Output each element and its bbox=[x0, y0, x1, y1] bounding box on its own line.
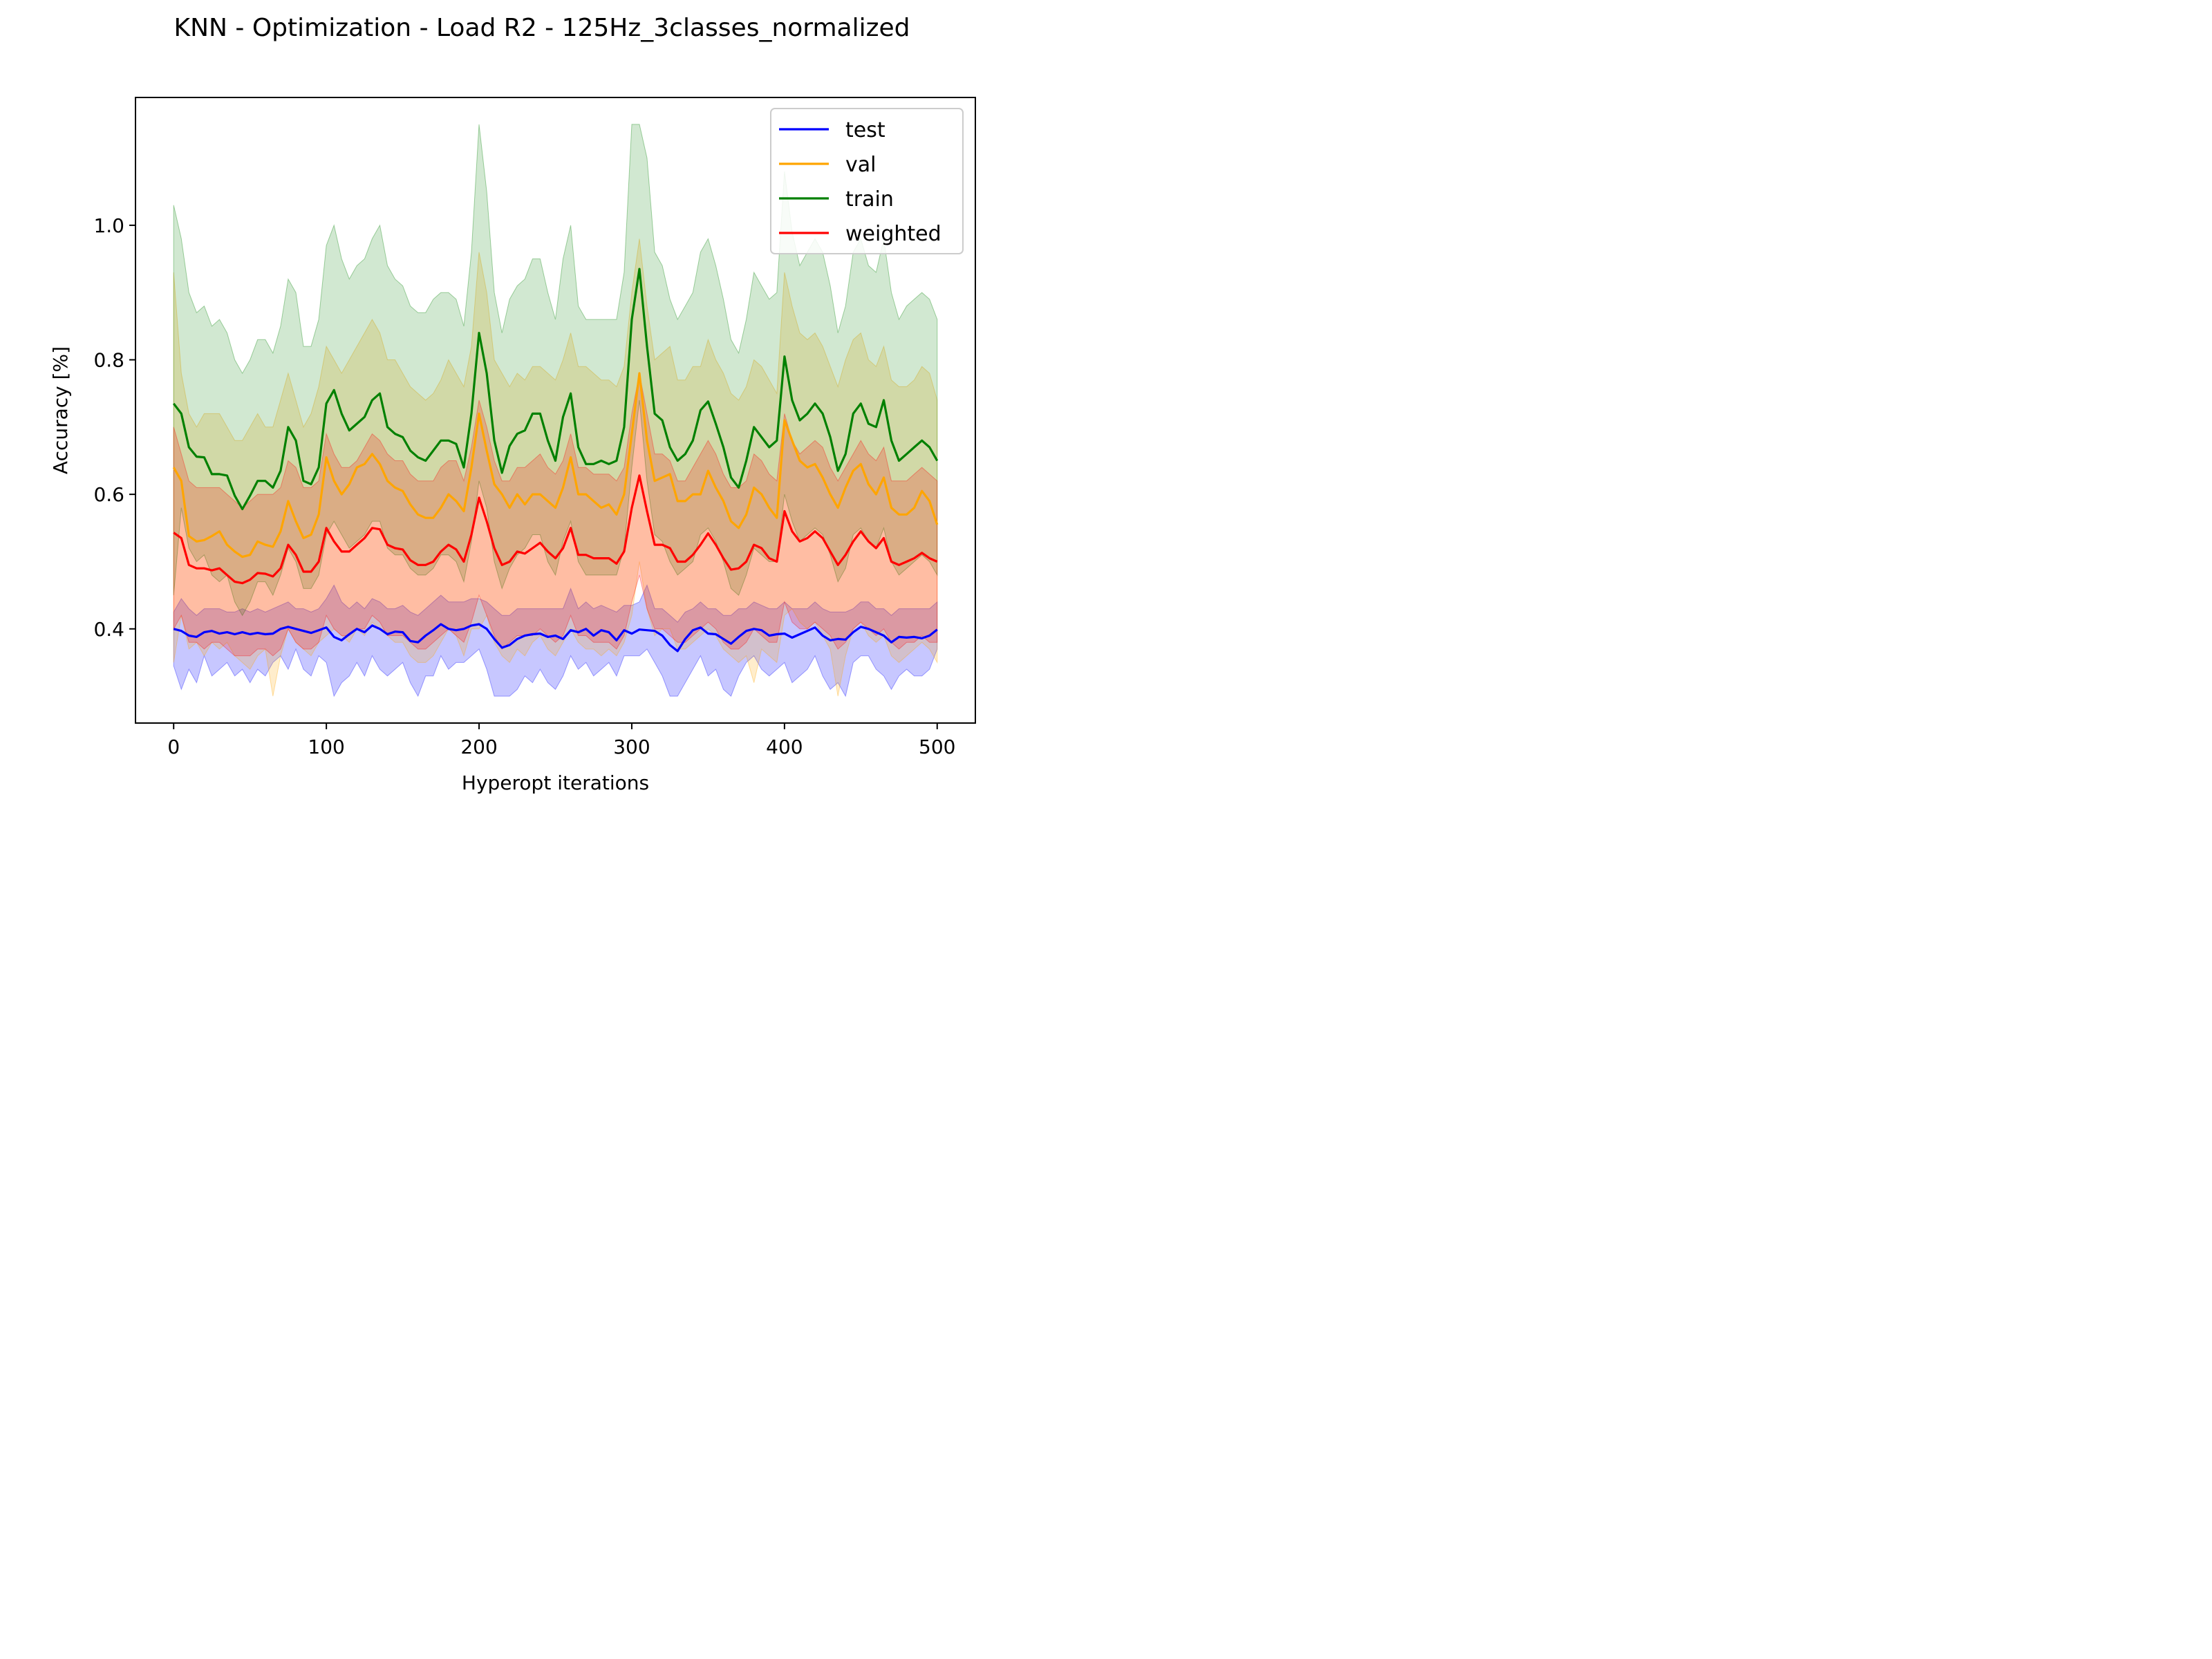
legend-label-weighted: weighted bbox=[845, 222, 941, 246]
band-val bbox=[173, 238, 938, 697]
y-tick-label: 1.0 bbox=[93, 214, 124, 237]
legend-box bbox=[770, 108, 964, 254]
legend: test val train weighted bbox=[770, 108, 964, 254]
series-line-weighted bbox=[173, 474, 938, 585]
series-line-test bbox=[173, 623, 938, 653]
y-tick-label: 0.4 bbox=[93, 618, 124, 641]
confidence-bands bbox=[173, 124, 938, 697]
y-tick-label: 0.6 bbox=[93, 483, 124, 506]
series-line-val bbox=[172, 372, 939, 559]
x-tick-label: 0 bbox=[167, 735, 180, 758]
x-tick-label: 400 bbox=[766, 735, 803, 758]
legend-label-test: test bbox=[845, 118, 885, 142]
x-axis-ticks: 0 100 200 300 400 500 bbox=[167, 723, 955, 758]
y-axis-ticks: 0.4 0.6 0.8 1.0 bbox=[93, 214, 135, 641]
x-axis-label: Hyperopt iterations bbox=[462, 771, 649, 794]
legend-label-val: val bbox=[845, 153, 876, 177]
series-line-train bbox=[172, 268, 939, 511]
chart-title: KNN - Optimization - Load R2 - 125Hz_3cl… bbox=[174, 14, 910, 42]
y-axis-label: Accuracy [%] bbox=[49, 346, 72, 474]
legend-label-train: train bbox=[845, 187, 894, 212]
band-weighted bbox=[173, 373, 938, 657]
x-tick-label: 200 bbox=[460, 735, 497, 758]
series-lines bbox=[172, 268, 939, 653]
plot-area-frame bbox=[135, 97, 976, 724]
band-train bbox=[173, 124, 938, 617]
chart-canvas: 0 100 200 300 400 500 0.4 0.6 0.8 1.0 Hyperopt i… bbox=[49, 97, 976, 794]
y-tick-label: 0.8 bbox=[93, 349, 124, 372]
x-tick-label: 300 bbox=[613, 735, 650, 758]
x-tick-label: 500 bbox=[919, 735, 955, 758]
x-tick-label: 100 bbox=[308, 735, 344, 758]
band-test bbox=[173, 584, 938, 697]
